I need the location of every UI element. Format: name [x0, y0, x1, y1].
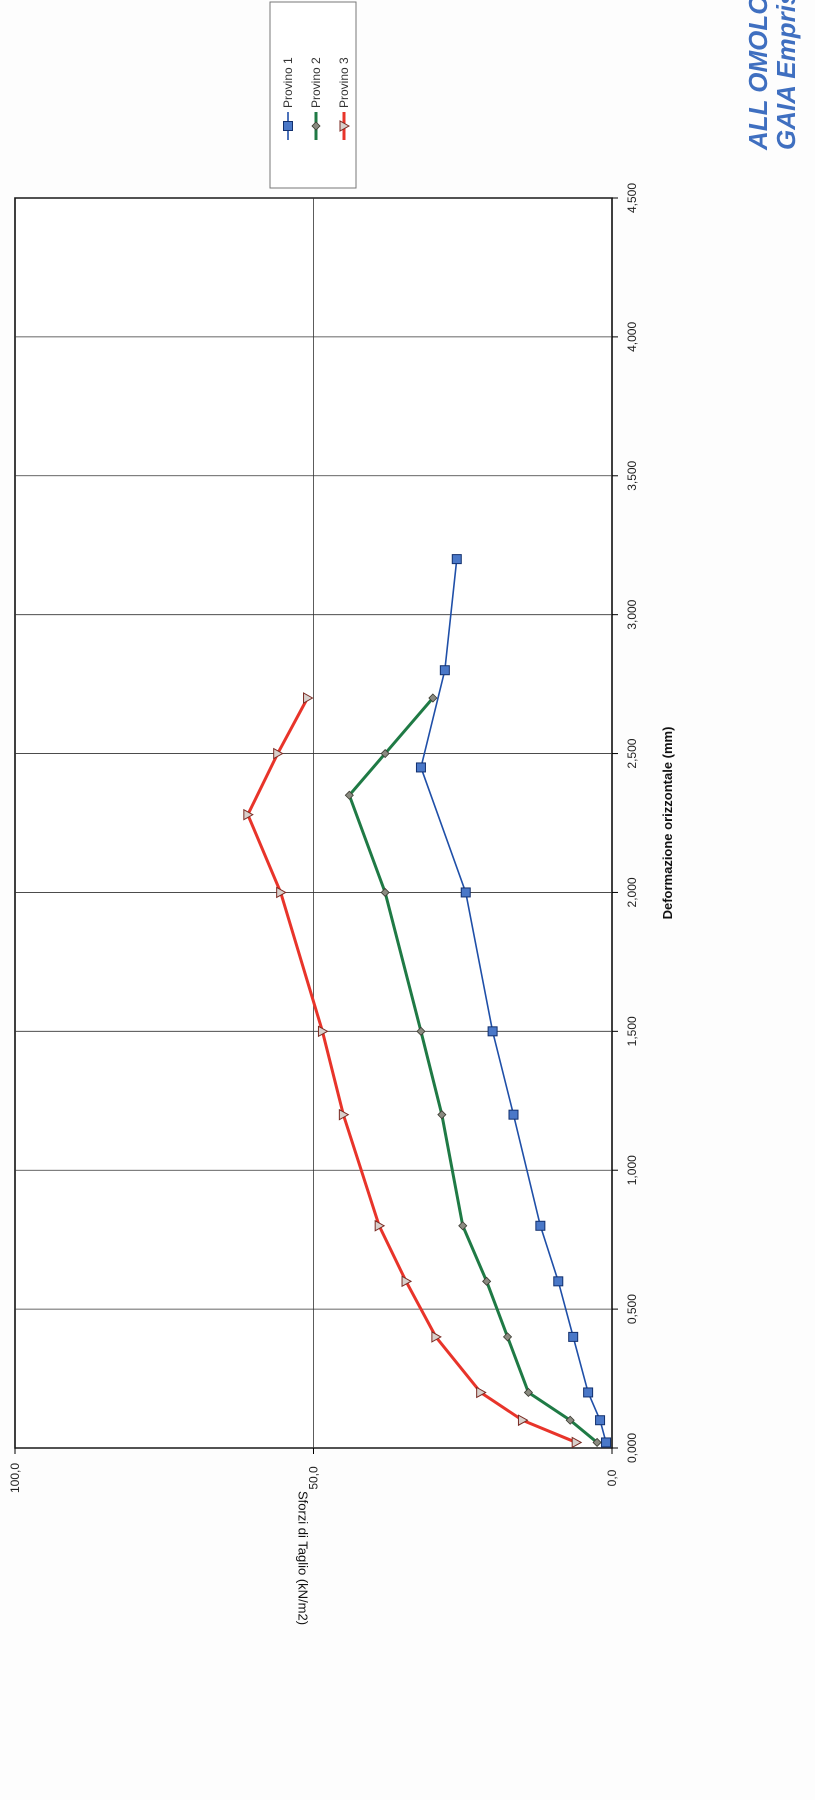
- data-point: [482, 1276, 492, 1286]
- series-line: [347, 697, 599, 1444]
- data-point: [523, 1387, 533, 1398]
- data-point: [428, 693, 438, 703]
- data-point: [451, 554, 462, 565]
- data-point: [595, 1415, 606, 1426]
- legend-label: Provino 2: [309, 57, 323, 108]
- y-axis-label: Sforzi di Taglio (kN/m2): [296, 1491, 311, 1625]
- data-point: [553, 1276, 564, 1287]
- data-point: [380, 748, 390, 759]
- data-point: [583, 1387, 594, 1398]
- data-point: [502, 1332, 513, 1342]
- y-tick-label: 50,0: [307, 1466, 321, 1490]
- data-point: [401, 1275, 413, 1288]
- x-tick-label: 2,000: [625, 877, 639, 907]
- legend-label: Provino 1: [281, 57, 295, 108]
- x-tick-label: 4,500: [625, 183, 639, 213]
- data-point: [508, 1109, 519, 1120]
- series-provino-2: [344, 693, 602, 1448]
- legend-box: [269, 1, 357, 189]
- data-point: [303, 692, 314, 704]
- data-point: [431, 1331, 442, 1343]
- data-point: [565, 1415, 575, 1425]
- data-point: [571, 1436, 583, 1449]
- data-point: [380, 887, 390, 898]
- data-point: [416, 1026, 426, 1036]
- data-point: [487, 1026, 498, 1037]
- series-line: [246, 697, 577, 1444]
- legend: Provino 1 Provino 2 Provino 3: [269, 1, 357, 189]
- legend-label: Provino 3: [337, 57, 351, 108]
- data-point: [568, 1331, 579, 1342]
- x-tick-label: 2,500: [625, 738, 639, 768]
- data-point: [243, 808, 254, 821]
- data-point: [437, 1110, 447, 1120]
- data-point: [339, 120, 351, 132]
- series-provino-1: [415, 554, 612, 1448]
- data-point: [592, 1437, 602, 1448]
- y-tick-label: 100,0: [8, 1463, 22, 1493]
- x-tick-label: 0,500: [625, 1294, 639, 1324]
- series-provino-3: [243, 692, 583, 1449]
- data-point: [311, 121, 321, 131]
- x-tick-label: 3,000: [625, 599, 639, 629]
- data-point: [273, 747, 284, 760]
- data-point: [338, 1108, 350, 1121]
- data-point: [601, 1437, 612, 1448]
- data-point: [283, 121, 293, 131]
- data-point: [476, 1386, 487, 1399]
- y-tick-label: 0,0: [605, 1469, 619, 1486]
- data-point: [535, 1220, 546, 1231]
- x-tick-label: 1,000: [625, 1155, 639, 1185]
- data-point: [374, 1219, 386, 1232]
- x-tick-label: 4,000: [625, 322, 639, 352]
- data-point: [415, 762, 426, 773]
- x-tick-label: 0,000: [625, 1433, 639, 1463]
- x-axis-label: Deformazione orizzontale (mm): [660, 727, 675, 920]
- data-point: [276, 886, 287, 899]
- data-point: [458, 1221, 468, 1231]
- x-tick-label: 3,500: [625, 460, 639, 490]
- data-point: [460, 887, 471, 898]
- data-point: [317, 1025, 329, 1038]
- data-point: [439, 665, 450, 676]
- data-point: [344, 790, 354, 800]
- data-point: [517, 1414, 529, 1427]
- x-tick-label: 1,500: [625, 1016, 639, 1046]
